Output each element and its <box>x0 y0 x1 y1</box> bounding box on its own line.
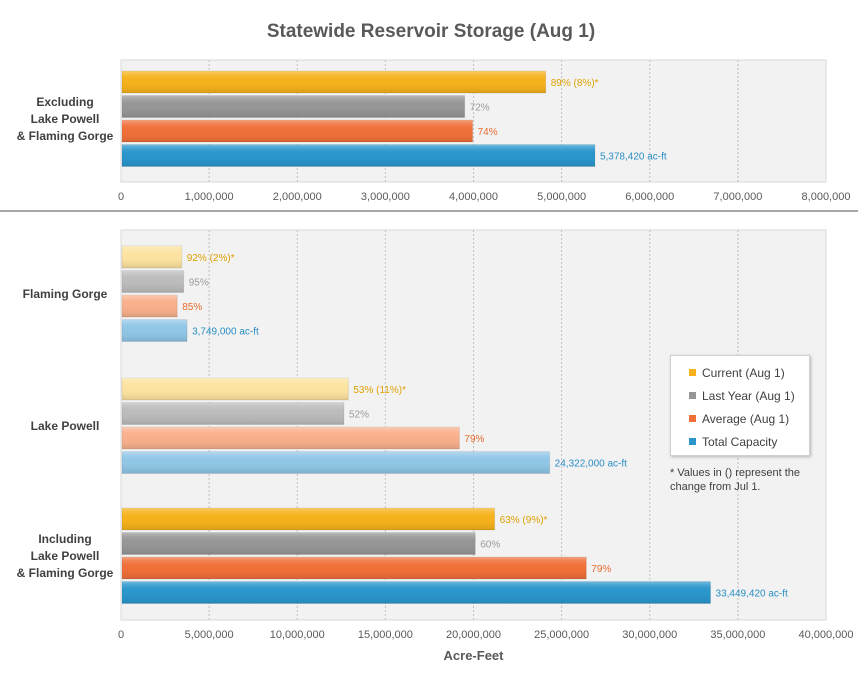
data-label-average: 79% <box>591 564 611 575</box>
x-tick-label: 0 <box>118 629 124 641</box>
x-tick-label: 30,000,000 <box>622 629 677 641</box>
data-label-last-year: 95% <box>189 278 209 289</box>
category-label-lake-powell: Lake Powell <box>31 549 100 563</box>
legend-swatch-capacity <box>689 438 696 446</box>
x-axis-title: Acre-Feet <box>444 648 505 663</box>
data-label-last-year: 72% <box>470 103 490 114</box>
x-tick-label: 8,000,000 <box>802 191 851 203</box>
category-label-lake-powell: Lake Powell <box>31 112 100 126</box>
x-tick-label: 4,000,000 <box>449 191 498 203</box>
legend-item-current: Current (Aug 1) <box>689 364 785 382</box>
legend-footnote: * Values in () represent the change from… <box>670 467 801 493</box>
chart-panel-1: 0 1,000,000 2,000,000 3,000,000 4,000,000 5,0… <box>17 59 851 203</box>
category-label-excluding: Excluding <box>36 95 93 109</box>
data-label-current: 63% (9%)* <box>500 515 548 526</box>
data-label-average: 79% <box>464 434 484 445</box>
data-label-current: 89% (8%)* <box>551 78 599 89</box>
chart-title: Statewide Reservoir Storage (Aug 1) <box>267 21 595 42</box>
bar-shading-last-year <box>122 95 465 118</box>
bar-shading-last-year <box>122 532 476 555</box>
bar-shading-current <box>122 71 546 93</box>
legend-swatch-average <box>689 415 696 423</box>
data-label-capacity: 24,322,000 ac-ft <box>555 459 627 470</box>
bar-shading-capacity <box>122 451 550 474</box>
bar-shading-last-year <box>122 402 344 425</box>
x-tick-label: 2,000,000 <box>273 191 322 203</box>
x-tick-label: 15,000,000 <box>358 629 413 641</box>
bar-shading-last-year <box>122 270 184 293</box>
x-tick-label: 5,000,000 <box>537 191 586 203</box>
data-label-last-year: 60% <box>480 540 500 551</box>
data-label-capacity: 5,378,420 ac-ft <box>600 152 667 163</box>
bar-shading-average <box>122 557 587 579</box>
bar-shading-current <box>122 246 182 268</box>
x-tick-label: 0 <box>118 191 124 203</box>
legend-label-capacity: Total Capacity <box>702 435 778 449</box>
bar-shading-average <box>122 120 473 142</box>
category-label-lake-powell: Lake Powell <box>31 419 100 433</box>
x-tick-label: 3,000,000 <box>361 191 410 203</box>
x-tick-label: 35,000,000 <box>710 629 765 641</box>
data-label-average: 85% <box>182 302 202 313</box>
category-label-flaming-gorge: Flaming Gorge <box>23 287 108 301</box>
legend-swatch-last-year <box>689 392 696 400</box>
legend-item-capacity: Total Capacity <box>689 433 777 451</box>
bar-shading-capacity <box>122 319 188 342</box>
x-tick-label: 7,000,000 <box>713 191 762 203</box>
category-label-including: Including <box>38 532 91 546</box>
legend-label-last-year: Last Year (Aug 1) <box>702 389 795 403</box>
data-label-last-year: 52% <box>349 410 369 421</box>
data-label-current: 53% (11%)* <box>353 385 406 396</box>
data-label-average: 74% <box>478 127 498 138</box>
bar-shading-capacity <box>122 144 595 167</box>
x-tick-label: 20,000,000 <box>446 629 501 641</box>
data-label-capacity: 3,749,000 ac-ft <box>192 327 259 338</box>
bar-shading-current <box>122 378 349 400</box>
bar-shading-capacity <box>122 581 711 604</box>
legend-label-current: Current (Aug 1) <box>702 366 785 380</box>
x-tick-label: 40,000,000 <box>798 629 853 641</box>
bar-shading-average <box>122 295 178 317</box>
legend-label-average: Average (Aug 1) <box>702 412 790 426</box>
x-tick-label: 10,000,000 <box>270 629 325 641</box>
category-label-flaming-gorge: & Flaming Gorge <box>17 566 114 580</box>
category-label-flaming-gorge: & Flaming Gorge <box>17 129 114 143</box>
x-tick-label: 5,000,000 <box>185 629 234 641</box>
x-tick-label: 25,000,000 <box>534 629 589 641</box>
legend-item-last-year: Last Year (Aug 1) <box>689 387 795 405</box>
data-label-capacity: 33,449,420 ac-ft <box>716 589 788 600</box>
bar-shading-average <box>122 427 460 449</box>
legend-item-average: Average (Aug 1) <box>689 410 789 428</box>
data-label-current: 92% (2%)* <box>187 253 235 264</box>
x-tick-label: 6,000,000 <box>625 191 674 203</box>
chart-legend: Current (Aug 1) Last Year (Aug 1) Averag… <box>670 355 810 456</box>
bar-shading-current <box>122 508 495 530</box>
legend-swatch-current <box>689 369 696 377</box>
x-tick-label: 1,000,000 <box>185 191 234 203</box>
